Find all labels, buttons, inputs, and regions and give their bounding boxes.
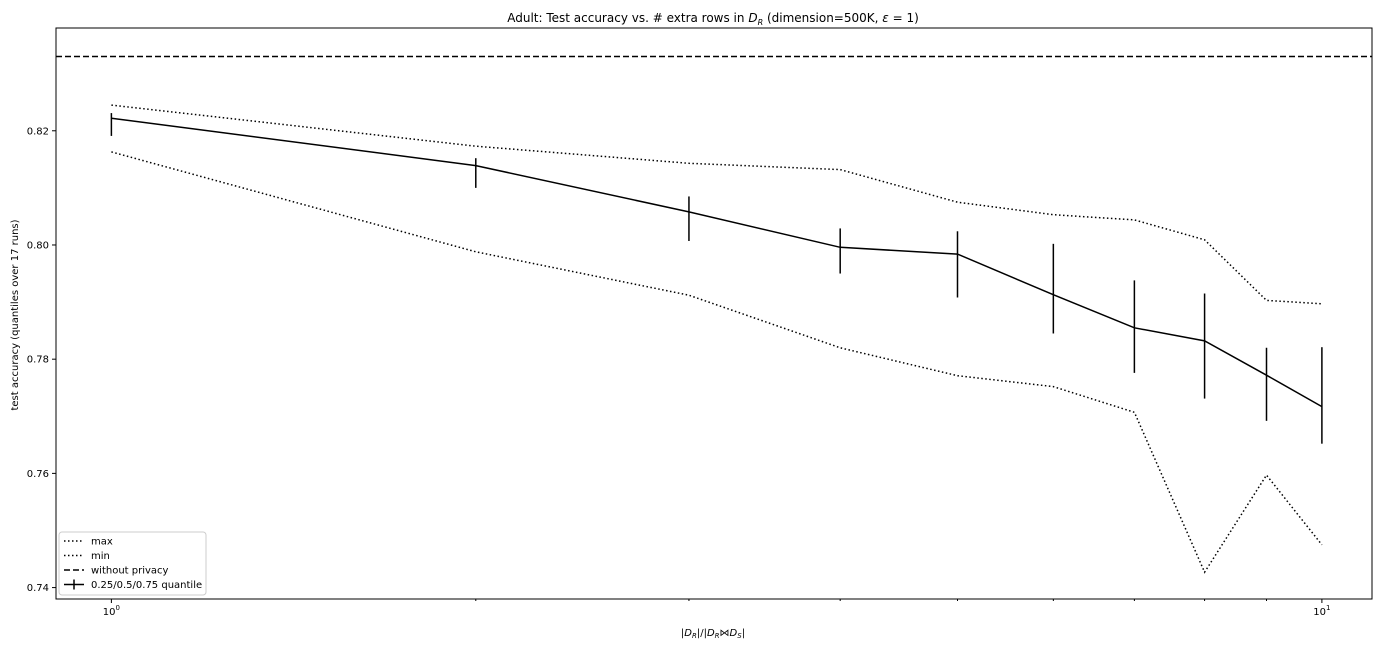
plot-marks (56, 55, 1372, 574)
x-axis-ticks: 100 101 (103, 599, 1330, 618)
y-tick-label: 0.74 (27, 583, 49, 594)
series-max-line (111, 104, 1322, 305)
legend-label: max (91, 537, 113, 548)
series-min-line (111, 151, 1323, 574)
legend: max min without privacy 0.25/0.5/0.75 quant… (58, 531, 207, 596)
chart-title: Adult: Test accuracy vs. # extra rows in… (507, 11, 919, 27)
y-axis-label: test accuracy (quantiles over 17 runs) (10, 219, 21, 410)
y-axis-ticks: 0.74 0.76 0.78 0.80 0.82 (27, 126, 56, 594)
legend-label: 0.25/0.5/0.75 quantile (91, 580, 202, 591)
x-tick-label: 101 (1313, 604, 1330, 618)
legend-box (58, 531, 207, 596)
y-tick-label: 0.78 (27, 355, 49, 366)
x-tick-label: 100 (103, 604, 120, 618)
legend-label: min (91, 551, 110, 562)
x-axis-label: |DR|/|DR⋈DS| (681, 628, 745, 640)
series-0-25-0-5-0-75-quantile-line (111, 117, 1323, 408)
y-tick-label: 0.80 (27, 240, 49, 251)
legend-label: without privacy (91, 566, 169, 577)
y-tick-label: 0.76 (27, 469, 49, 480)
plot-frame (55, 27, 1373, 600)
y-tick-label: 0.82 (27, 126, 49, 137)
